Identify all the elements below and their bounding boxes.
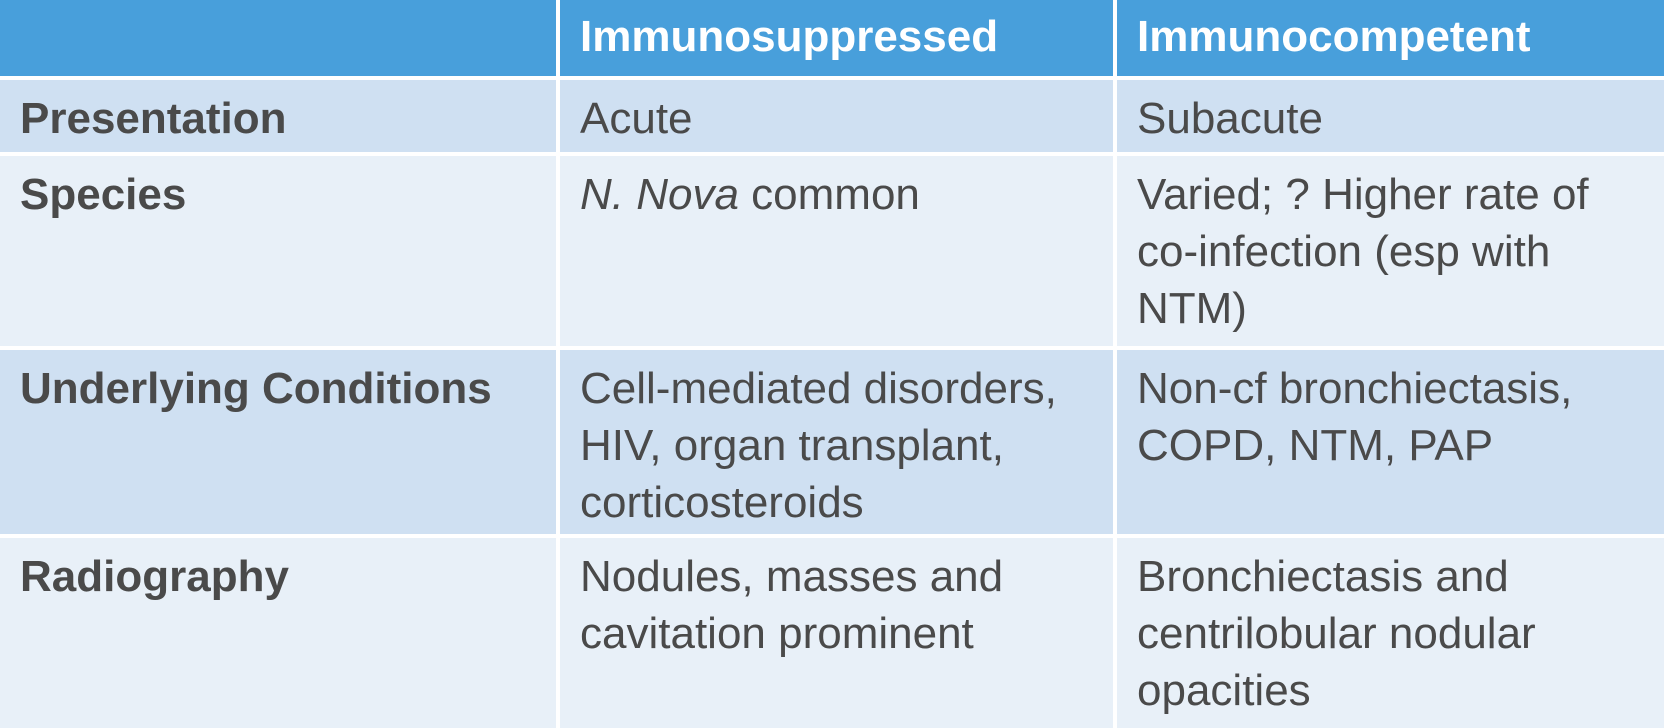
cell-immunosuppressed: Cell-mediated disorders, HIV, organ tran… bbox=[560, 350, 1113, 534]
cell-immunosuppressed: Nodules, masses and cavitation prominent bbox=[560, 538, 1113, 728]
cell-immunocompetent: Non-cf bronchiectasis, COPD, NTM, PAP bbox=[1117, 350, 1664, 534]
cell-immunosuppressed: Acute bbox=[560, 80, 1113, 152]
row-label: Radiography bbox=[0, 538, 556, 728]
header-cell-immunocompetent: Immunocompetent bbox=[1117, 0, 1664, 76]
cell-immunocompetent: Bronchiectasis and centrilobular nodular… bbox=[1117, 538, 1664, 728]
header-cell-empty bbox=[0, 0, 556, 76]
row-label: Underlying Conditions bbox=[0, 350, 556, 534]
cell-immunocompetent: Subacute bbox=[1117, 80, 1664, 152]
cell-immunocompetent: Varied; ? Higher rate of co-infection (e… bbox=[1117, 156, 1664, 346]
species-suffix: common bbox=[738, 170, 920, 219]
cell-immunosuppressed: N. Nova common bbox=[560, 156, 1113, 346]
row-label: Presentation bbox=[0, 80, 556, 152]
species-name: N. Nova bbox=[580, 170, 739, 219]
header-cell-immunosuppressed: Immunosuppressed bbox=[560, 0, 1113, 76]
row-label: Species bbox=[0, 156, 556, 346]
